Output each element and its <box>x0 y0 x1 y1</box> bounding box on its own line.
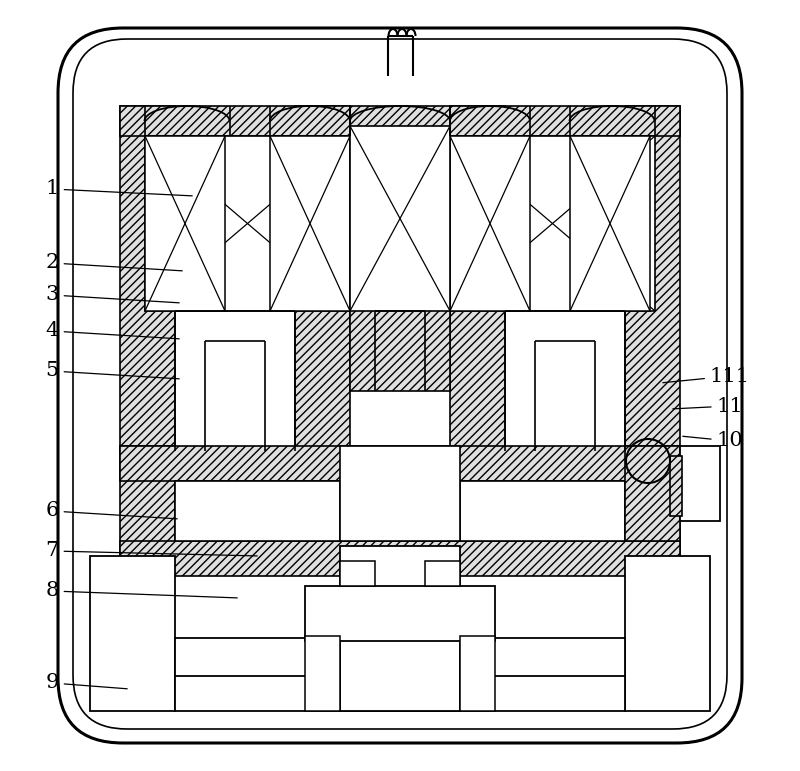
Bar <box>670 456 682 516</box>
Bar <box>175 481 340 541</box>
Bar <box>175 676 625 711</box>
Text: 2: 2 <box>46 254 182 272</box>
Bar <box>145 136 350 311</box>
Bar <box>625 446 680 576</box>
Bar <box>425 561 460 586</box>
Text: 6: 6 <box>46 501 178 520</box>
Bar <box>340 561 375 586</box>
Bar <box>450 106 680 136</box>
Text: 11: 11 <box>673 396 743 416</box>
Bar <box>350 126 450 311</box>
Bar <box>680 446 720 521</box>
Text: 1: 1 <box>46 180 192 198</box>
Bar <box>340 446 460 541</box>
Bar <box>270 136 350 311</box>
Bar <box>305 636 340 711</box>
Bar <box>175 481 625 541</box>
Text: 9: 9 <box>46 674 127 692</box>
Bar <box>625 556 710 711</box>
Bar <box>625 106 680 451</box>
Bar <box>120 106 175 451</box>
Text: 111: 111 <box>662 366 750 386</box>
Bar <box>295 106 350 451</box>
Bar <box>120 106 350 136</box>
Text: 3: 3 <box>46 285 179 305</box>
Text: 5: 5 <box>46 362 179 381</box>
Bar <box>570 136 650 311</box>
Bar <box>460 481 625 541</box>
Bar <box>90 556 175 711</box>
Bar <box>145 136 225 311</box>
Text: 4: 4 <box>46 322 179 341</box>
Bar <box>460 636 495 711</box>
Bar <box>625 446 680 541</box>
Bar <box>175 638 625 683</box>
Bar <box>305 586 495 641</box>
Text: 10: 10 <box>682 432 743 450</box>
Bar <box>120 541 680 576</box>
Bar <box>120 446 175 576</box>
Text: 8: 8 <box>46 581 238 601</box>
Bar <box>450 136 530 311</box>
Bar <box>340 546 460 711</box>
Bar <box>120 446 680 481</box>
Bar <box>450 106 505 451</box>
FancyBboxPatch shape <box>58 28 742 743</box>
Bar <box>450 136 655 311</box>
Text: 7: 7 <box>46 541 258 561</box>
Bar <box>350 106 450 391</box>
